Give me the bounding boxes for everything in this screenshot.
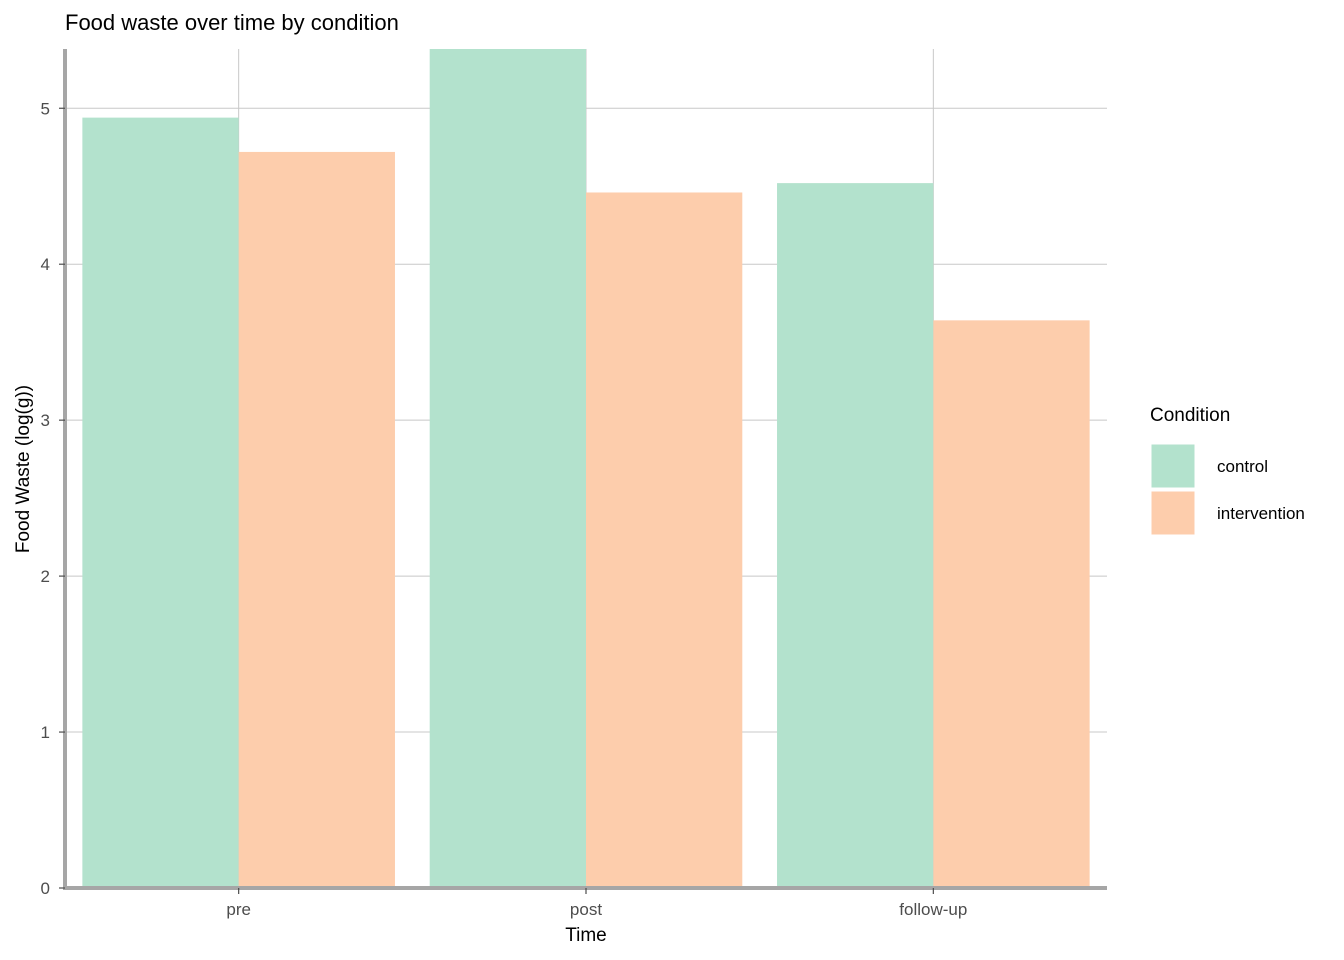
y-axis-title: Food Waste (log(g)) [13, 385, 34, 553]
bar-intervention-post [586, 192, 743, 889]
legend-items: control intervention [1150, 443, 1305, 536]
y-tick-label: 5 [41, 99, 50, 118]
bar-intervention-follow-up [933, 320, 1090, 888]
legend-label-intervention: intervention [1217, 504, 1305, 523]
legend-label-control: control [1217, 457, 1268, 476]
bars [82, 49, 1090, 889]
legend-key-control [1150, 443, 1196, 489]
y-tick-label: 1 [41, 723, 50, 742]
axes [59, 49, 1107, 894]
y-tick-label: 2 [41, 567, 50, 586]
x-axis-title: Time [565, 925, 607, 946]
y-tick-label: 3 [41, 411, 50, 430]
legend-key-intervention [1150, 490, 1196, 536]
y-tick-label: 4 [41, 255, 50, 274]
bar-control-post [429, 49, 586, 888]
bar-control-pre [82, 117, 239, 888]
chart-title: Food waste over time by condition [65, 10, 399, 35]
x-tick-label: follow-up [899, 900, 967, 919]
legend: Condition control intervention [1150, 405, 1305, 536]
legend-title: Condition [1150, 405, 1230, 426]
bar-intervention-pre [238, 151, 395, 888]
x-tick-label: pre [226, 900, 251, 919]
tick-labels: 0 1 2 3 4 5 pre post follow-up [41, 99, 968, 919]
bar-control-follow-up [777, 183, 934, 888]
y-tick-label: 0 [41, 879, 50, 898]
x-tick-label: post [570, 900, 602, 919]
